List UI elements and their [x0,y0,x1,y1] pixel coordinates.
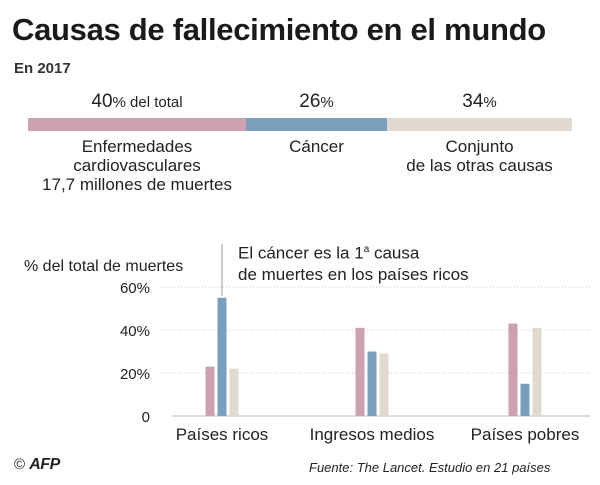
chart-subtitle: En 2017 [14,60,71,77]
bar [205,366,215,416]
afp-logo: © AFP [14,456,60,474]
source-note: Fuente: The Lancet. Estudio en 21 países [309,460,551,475]
share-label-cancer: Cáncer [289,137,344,156]
share-pct-cancer: 26% [299,91,334,112]
x-tick-label: Países ricos [176,425,269,444]
x-tick-label: Ingresos medios [310,425,435,444]
share-segment-cardiovascular [28,118,246,131]
share-segment-cancer [246,118,387,131]
chart-title: Causas de fallecimiento en el mundo [12,12,546,47]
bar [379,353,389,416]
y-tick-label: 20% [120,366,150,383]
share-segment-others [387,118,572,131]
share-label-cardiovascular: Enfermedades cardiovasculares 17,7 millo… [42,137,232,194]
x-tick-label: Países pobres [471,425,580,444]
bar [532,327,542,416]
copyright-symbol: © [14,456,26,473]
afp-wordmark: AFP [29,456,60,473]
bar [508,323,518,416]
y-tick-label: 0 [142,409,150,426]
share-pct-cardiovascular: 40% del total [91,91,183,112]
annotation-text: El cáncer es la 1a causa de muertes en l… [238,243,469,284]
bar [520,383,530,416]
bar [355,327,365,416]
bar [367,351,377,416]
y-axis-title: % del total de muertes [24,258,184,275]
bar [217,297,227,416]
y-tick-label: 40% [120,323,150,340]
y-tick-label: 60% [120,280,150,297]
bar [229,368,239,416]
share-pct-others: 34% [462,91,497,112]
share-label-others: Conjunto de las otras causas [406,137,553,175]
